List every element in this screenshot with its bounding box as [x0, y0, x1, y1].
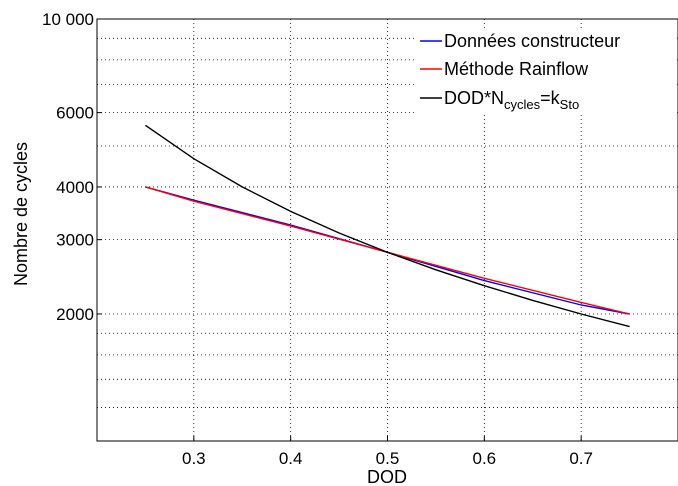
x-tick-label: 0.3 — [182, 449, 206, 468]
y-tick-label: 6000 — [56, 104, 94, 123]
x-tick-label: 0.5 — [376, 449, 400, 468]
x-tick-label: 0.4 — [279, 449, 303, 468]
legend-label-1: Données constructeur — [444, 31, 620, 51]
y-axis-label: Nombre de cycles — [11, 142, 31, 286]
axis-ticks: 0.3 0.4 0.5 0.6 0.7 2000 3000 4000 6000 10 000 — [42, 10, 593, 468]
y-tick-label: 10 000 — [42, 10, 94, 29]
x-tick-label: 0.7 — [569, 449, 593, 468]
y-tick-label: 2000 — [56, 305, 94, 324]
y-tick-label: 4000 — [56, 178, 94, 197]
legend-label-2: Méthode Rainflow — [444, 59, 589, 79]
legend-label-3-sub2: Sto — [560, 97, 580, 112]
x-axis-label: DOD — [367, 467, 407, 486]
legend-label-3-mid: =k — [540, 88, 561, 108]
y-tick-label: 3000 — [56, 231, 94, 250]
series-line-3 — [145, 124, 630, 328]
legend-label-3-sub: cycles — [504, 97, 541, 112]
legend-label-3: DOD*Ncycles=kSto — [444, 88, 579, 112]
legend-label-3-main: DOD*N — [444, 88, 504, 108]
legend: Données constructeur Méthode Rainflow DO… — [414, 30, 676, 115]
series-lines — [145, 124, 630, 328]
series-line-1 — [145, 186, 630, 315]
x-tick-label: 0.6 — [473, 449, 497, 468]
legend-box — [414, 30, 676, 115]
